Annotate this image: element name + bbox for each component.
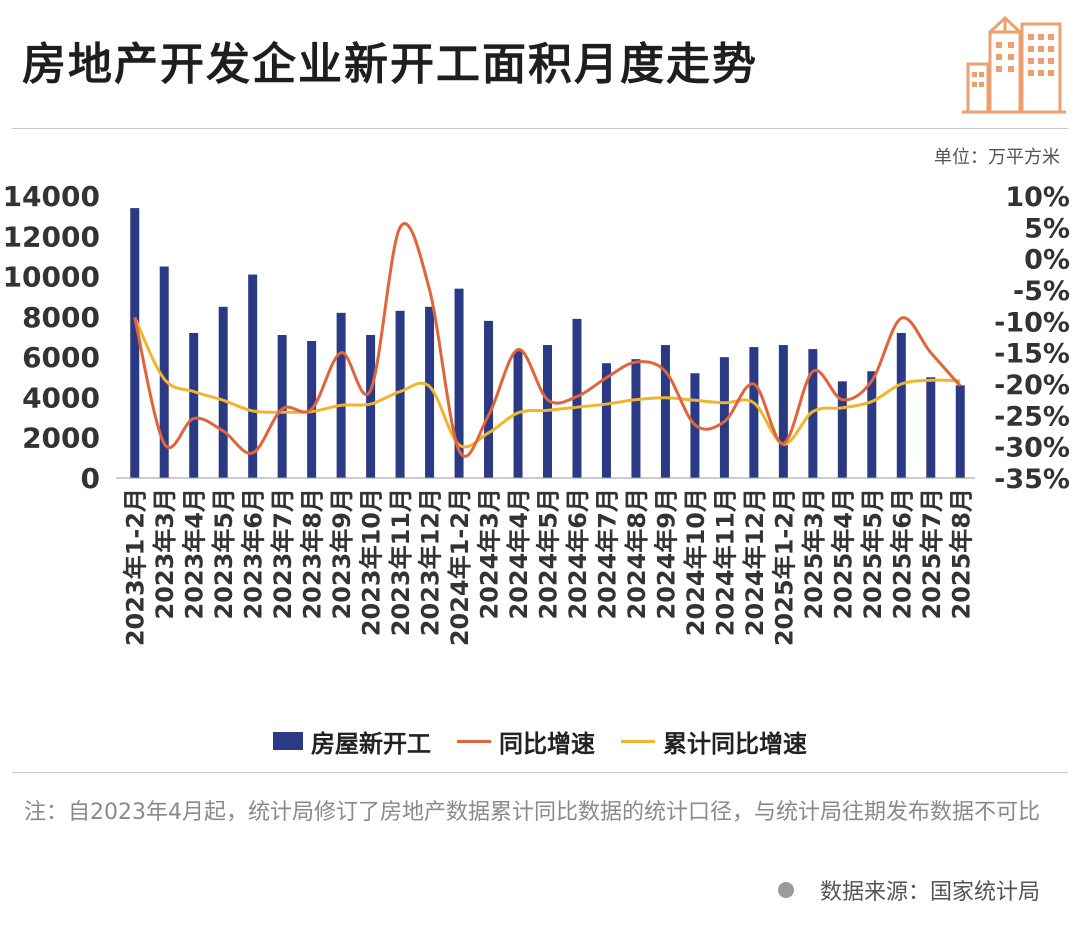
y-right-tick-label: -5%	[1013, 276, 1070, 307]
y-left-tick-label: 12000	[3, 220, 100, 253]
legend-item-yoy: 同比增速	[457, 724, 595, 759]
x-tick-label: 2023年6月	[240, 488, 268, 620]
building-logo-icon	[962, 15, 1066, 114]
series-line-yoy	[133, 222, 962, 458]
x-tick-label: 2023年5月	[210, 488, 238, 620]
y-right-tick-label: 5%	[1024, 213, 1070, 244]
legend-yoy-swatch	[457, 739, 491, 743]
y-left-tick-label: 14000	[3, 180, 100, 213]
legend-cum-swatch	[621, 739, 655, 743]
bar	[189, 332, 199, 478]
chart: 0 2000 4000 6000 8000 10000 12000 14000 -35%-30%…	[3, 180, 1070, 646]
header-divider	[12, 128, 1068, 129]
bar	[837, 381, 847, 478]
x-tick-label: 2024年7月	[593, 488, 621, 620]
x-tick-label: 2024年12月	[741, 488, 769, 636]
y-left-tick-label: 0	[81, 462, 100, 495]
bar	[955, 385, 965, 478]
x-tick-label: 2024年1-2月	[446, 488, 474, 646]
bar	[926, 377, 936, 478]
x-tick-label: 2025年3月	[800, 488, 828, 620]
bullet-dot-icon	[777, 882, 794, 898]
page-title: 房地产开发企业新开工面积月度走势	[22, 39, 758, 90]
chart-legend: 房屋新开工 同比增速 累计同比增速	[0, 723, 1080, 759]
y-right-tick-label: -20%	[994, 370, 1070, 401]
bar	[395, 310, 405, 478]
bar	[454, 288, 464, 478]
x-tick-label: 2023年8月	[299, 488, 327, 620]
bar	[336, 312, 346, 478]
x-tick-label: 2023年3月	[151, 488, 179, 620]
x-tick-label: 2024年5月	[535, 488, 563, 620]
bar	[631, 359, 641, 478]
bar	[484, 320, 494, 478]
legend-item-bars: 房屋新开工	[273, 724, 431, 759]
bar	[660, 345, 670, 478]
x-tick-label: 2024年4月	[505, 488, 533, 620]
y-left-tick-label: 8000	[22, 301, 100, 334]
x-tick-label: 2023年4月	[181, 488, 209, 620]
legend-bar-swatch	[273, 732, 303, 750]
x-tick-label: 2025年5月	[859, 488, 887, 620]
bar	[601, 363, 611, 478]
y-right-tick-label: -35%	[994, 464, 1070, 495]
y-right-tick-label: -10%	[994, 307, 1070, 338]
y-right-tick-label: 0%	[1024, 245, 1070, 276]
bar	[719, 357, 729, 478]
bar	[218, 306, 228, 478]
y-left-tick-label: 2000	[22, 422, 100, 455]
unit-label: 单位：万平方米	[934, 147, 1060, 168]
legend-label-yoy: 同比增速	[499, 729, 595, 758]
x-tick-label: 2025年4月	[829, 488, 857, 620]
source-text: 数据来源：国家统计局	[819, 880, 1040, 905]
x-tick-label: 2025年6月	[888, 488, 916, 620]
x-tick-label: 2025年8月	[947, 488, 975, 620]
x-tick-label: 2025年7月	[918, 488, 946, 620]
y-right-tick-label: -25%	[994, 401, 1070, 432]
x-tick-label: 2023年9月	[328, 488, 356, 620]
y-left-tick-label: 6000	[22, 341, 100, 374]
bar	[159, 266, 169, 478]
bar	[572, 318, 582, 478]
x-tick-label: 2023年11月	[387, 488, 415, 636]
bar	[808, 349, 818, 478]
bar	[248, 274, 258, 478]
bar	[277, 334, 287, 478]
legend-item-cum: 累计同比增速	[621, 724, 807, 759]
x-tick-label: 2024年11月	[711, 488, 739, 636]
footer-divider	[12, 772, 1068, 773]
x-tick-label: 2024年6月	[564, 488, 592, 620]
bar	[896, 332, 906, 478]
bar	[778, 345, 788, 478]
bar	[366, 334, 376, 478]
y-left-tick-label: 10000	[3, 261, 100, 294]
legend-label-bars: 房屋新开工	[311, 729, 431, 758]
x-tick-label: 2023年10月	[358, 488, 386, 636]
bar	[867, 371, 877, 478]
x-tick-label: 2024年9月	[652, 488, 680, 620]
x-tick-label: 2025年1-2月	[770, 488, 798, 646]
x-tick-label: 2023年1-2月	[122, 488, 150, 646]
footnote: 注：自2023年4月起，统计局修订了房地产数据累计同比数据的统计口径，与统计局往…	[24, 800, 1040, 825]
series-line-cumulative	[133, 316, 961, 449]
bar	[425, 306, 435, 478]
bar	[513, 351, 523, 478]
bar	[749, 347, 759, 478]
y-right-tick-label: 10%	[1005, 182, 1070, 213]
y-left-tick-label: 4000	[22, 381, 100, 414]
y-right-tick-label: -30%	[994, 433, 1070, 464]
x-tick-label: 2024年8月	[623, 488, 651, 620]
x-tick-label: 2023年7月	[269, 488, 297, 620]
x-tick-label: 2023年12月	[417, 488, 445, 636]
bar	[130, 208, 140, 479]
x-tick-label: 2024年10月	[682, 488, 710, 636]
y-right-tick-label: -15%	[994, 339, 1070, 370]
legend-label-cum: 累计同比增速	[663, 729, 807, 758]
x-tick-label: 2024年3月	[476, 488, 504, 620]
data-source: 数据来源：国家统计局	[777, 874, 1040, 906]
